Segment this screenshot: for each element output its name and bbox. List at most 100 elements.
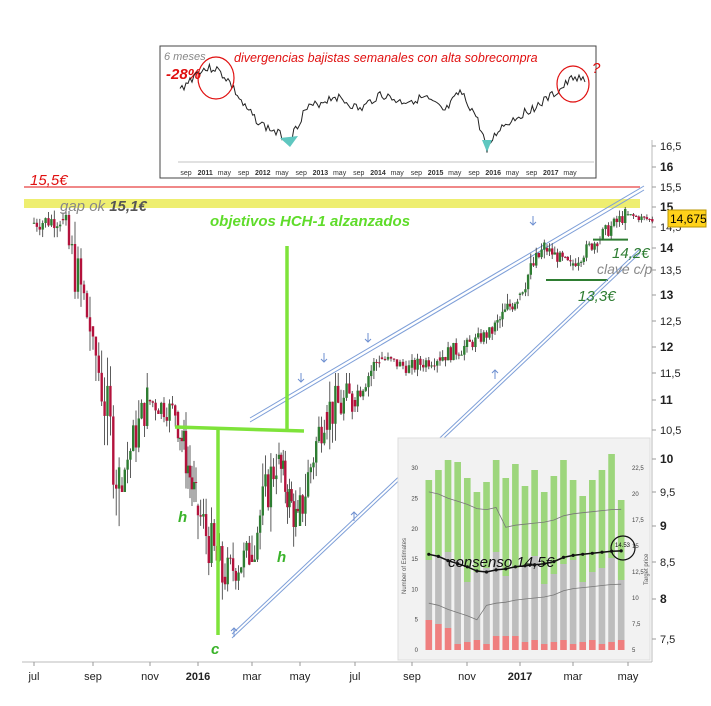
- buy-bar: [617, 500, 625, 580]
- candle-body: [162, 402, 166, 418]
- time-tick-label: 2017: [508, 671, 532, 683]
- down-arrow: [320, 358, 328, 363]
- price-tick-label: 14: [660, 241, 674, 255]
- candle-body: [120, 485, 124, 492]
- buy-bar: [444, 460, 452, 552]
- weekly-tick-label: may: [275, 170, 289, 177]
- candle-body: [325, 412, 329, 430]
- candle-body: [229, 557, 232, 559]
- candle-body: [279, 454, 283, 469]
- buy-bar: [560, 460, 567, 564]
- gap-label: gap ok 15,1€: [60, 198, 147, 215]
- candle-body: [157, 410, 160, 414]
- candle-body: [284, 460, 287, 492]
- sell-bar: [492, 636, 500, 650]
- sell-bar: [483, 644, 490, 650]
- price-tick-label: 11,5: [660, 368, 681, 380]
- candle-body: [117, 467, 121, 489]
- candle-body: [202, 514, 205, 517]
- candle-body: [44, 218, 47, 224]
- consensus-current-label: 14.53: [615, 543, 631, 549]
- candle-body: [446, 347, 450, 361]
- candle-body: [604, 225, 607, 230]
- candle-body: [524, 289, 527, 293]
- price-tick-label: 10: [660, 452, 674, 466]
- time-tick-label: nov: [141, 671, 159, 683]
- candle-body: [250, 554, 254, 562]
- candle-body: [174, 405, 177, 416]
- candle-body: [353, 400, 357, 407]
- consensus-label: consenso 14,5€: [448, 554, 555, 571]
- right-tick-label: 7,5: [632, 622, 641, 628]
- candle-body: [465, 339, 469, 347]
- candle-body: [526, 274, 530, 290]
- candle-body: [449, 347, 452, 361]
- candle-body: [134, 425, 138, 448]
- candle-body: [245, 542, 248, 551]
- candle-body: [632, 214, 635, 216]
- candle-body: [264, 474, 267, 487]
- price-tick-label: 12,5: [660, 316, 681, 328]
- candle-body: [506, 303, 509, 310]
- candle-body: [253, 559, 256, 562]
- candle-body: [294, 508, 297, 527]
- candle-body: [585, 244, 588, 258]
- hold-bar: [463, 582, 471, 642]
- candle-body: [598, 239, 602, 241]
- weekly-tick-label: sep: [238, 170, 249, 177]
- candle-body: [596, 243, 599, 247]
- level-133-label: 13,3€: [578, 288, 616, 305]
- candle-body: [345, 383, 348, 398]
- inset-period-label: 6 meses: [164, 51, 206, 63]
- last-price-badge: 14,675: [667, 209, 707, 228]
- time-axis: jul sep nov 2016 mar may jul sep nov 2017 mar may: [27, 662, 639, 683]
- candle-body: [430, 365, 433, 367]
- candle-body: [140, 402, 143, 419]
- weekly-tick-label: sep: [411, 170, 422, 177]
- weekly-oscillator: [178, 62, 594, 163]
- candle-body: [558, 252, 562, 262]
- candle-body: [176, 412, 180, 439]
- candle-body: [516, 301, 519, 304]
- weekly-tick-label: 2013: [313, 170, 329, 177]
- hold-bar: [608, 558, 615, 642]
- candle-body: [612, 218, 616, 226]
- candle-body: [248, 542, 251, 565]
- inset-title: divergencias bajistas semanales con alta…: [234, 51, 538, 65]
- candle-body: [436, 361, 439, 366]
- candle-body: [601, 229, 604, 240]
- price-tick-label: 12: [660, 340, 674, 354]
- hold-bar: [435, 556, 442, 624]
- candle-body: [590, 243, 594, 250]
- candle-body: [312, 462, 315, 468]
- candle-body: [109, 385, 112, 417]
- down-arrow: [297, 378, 305, 383]
- target-price-point: [494, 568, 498, 572]
- time-tick-label: mar: [564, 671, 583, 683]
- candle-body: [261, 486, 264, 516]
- objetivos-label: objetivos HCH-1 alzanzados: [210, 213, 410, 230]
- candle-body: [378, 362, 381, 364]
- time-tick-label: 2016: [186, 671, 210, 683]
- candle-body: [438, 357, 442, 361]
- candle-body: [304, 496, 307, 514]
- candle-body: [383, 358, 387, 360]
- candle-body: [551, 248, 554, 255]
- buy-bar: [569, 480, 577, 560]
- candle-body: [182, 430, 186, 442]
- hold-bar: [512, 568, 519, 636]
- candle-body: [556, 252, 559, 262]
- hold-bar: [560, 564, 567, 640]
- price-tick-label: 16: [660, 160, 674, 174]
- buy-bar: [579, 496, 587, 582]
- sell-bar: [521, 642, 529, 650]
- time-tick-label: may: [618, 671, 639, 683]
- candle-body: [328, 401, 331, 430]
- sell-bar: [512, 636, 519, 650]
- candle-body: [427, 360, 430, 367]
- candle-body: [529, 263, 532, 275]
- candle-body: [178, 437, 182, 439]
- candle-body: [571, 263, 575, 266]
- hold-bar: [444, 552, 452, 628]
- candle-body: [298, 495, 302, 526]
